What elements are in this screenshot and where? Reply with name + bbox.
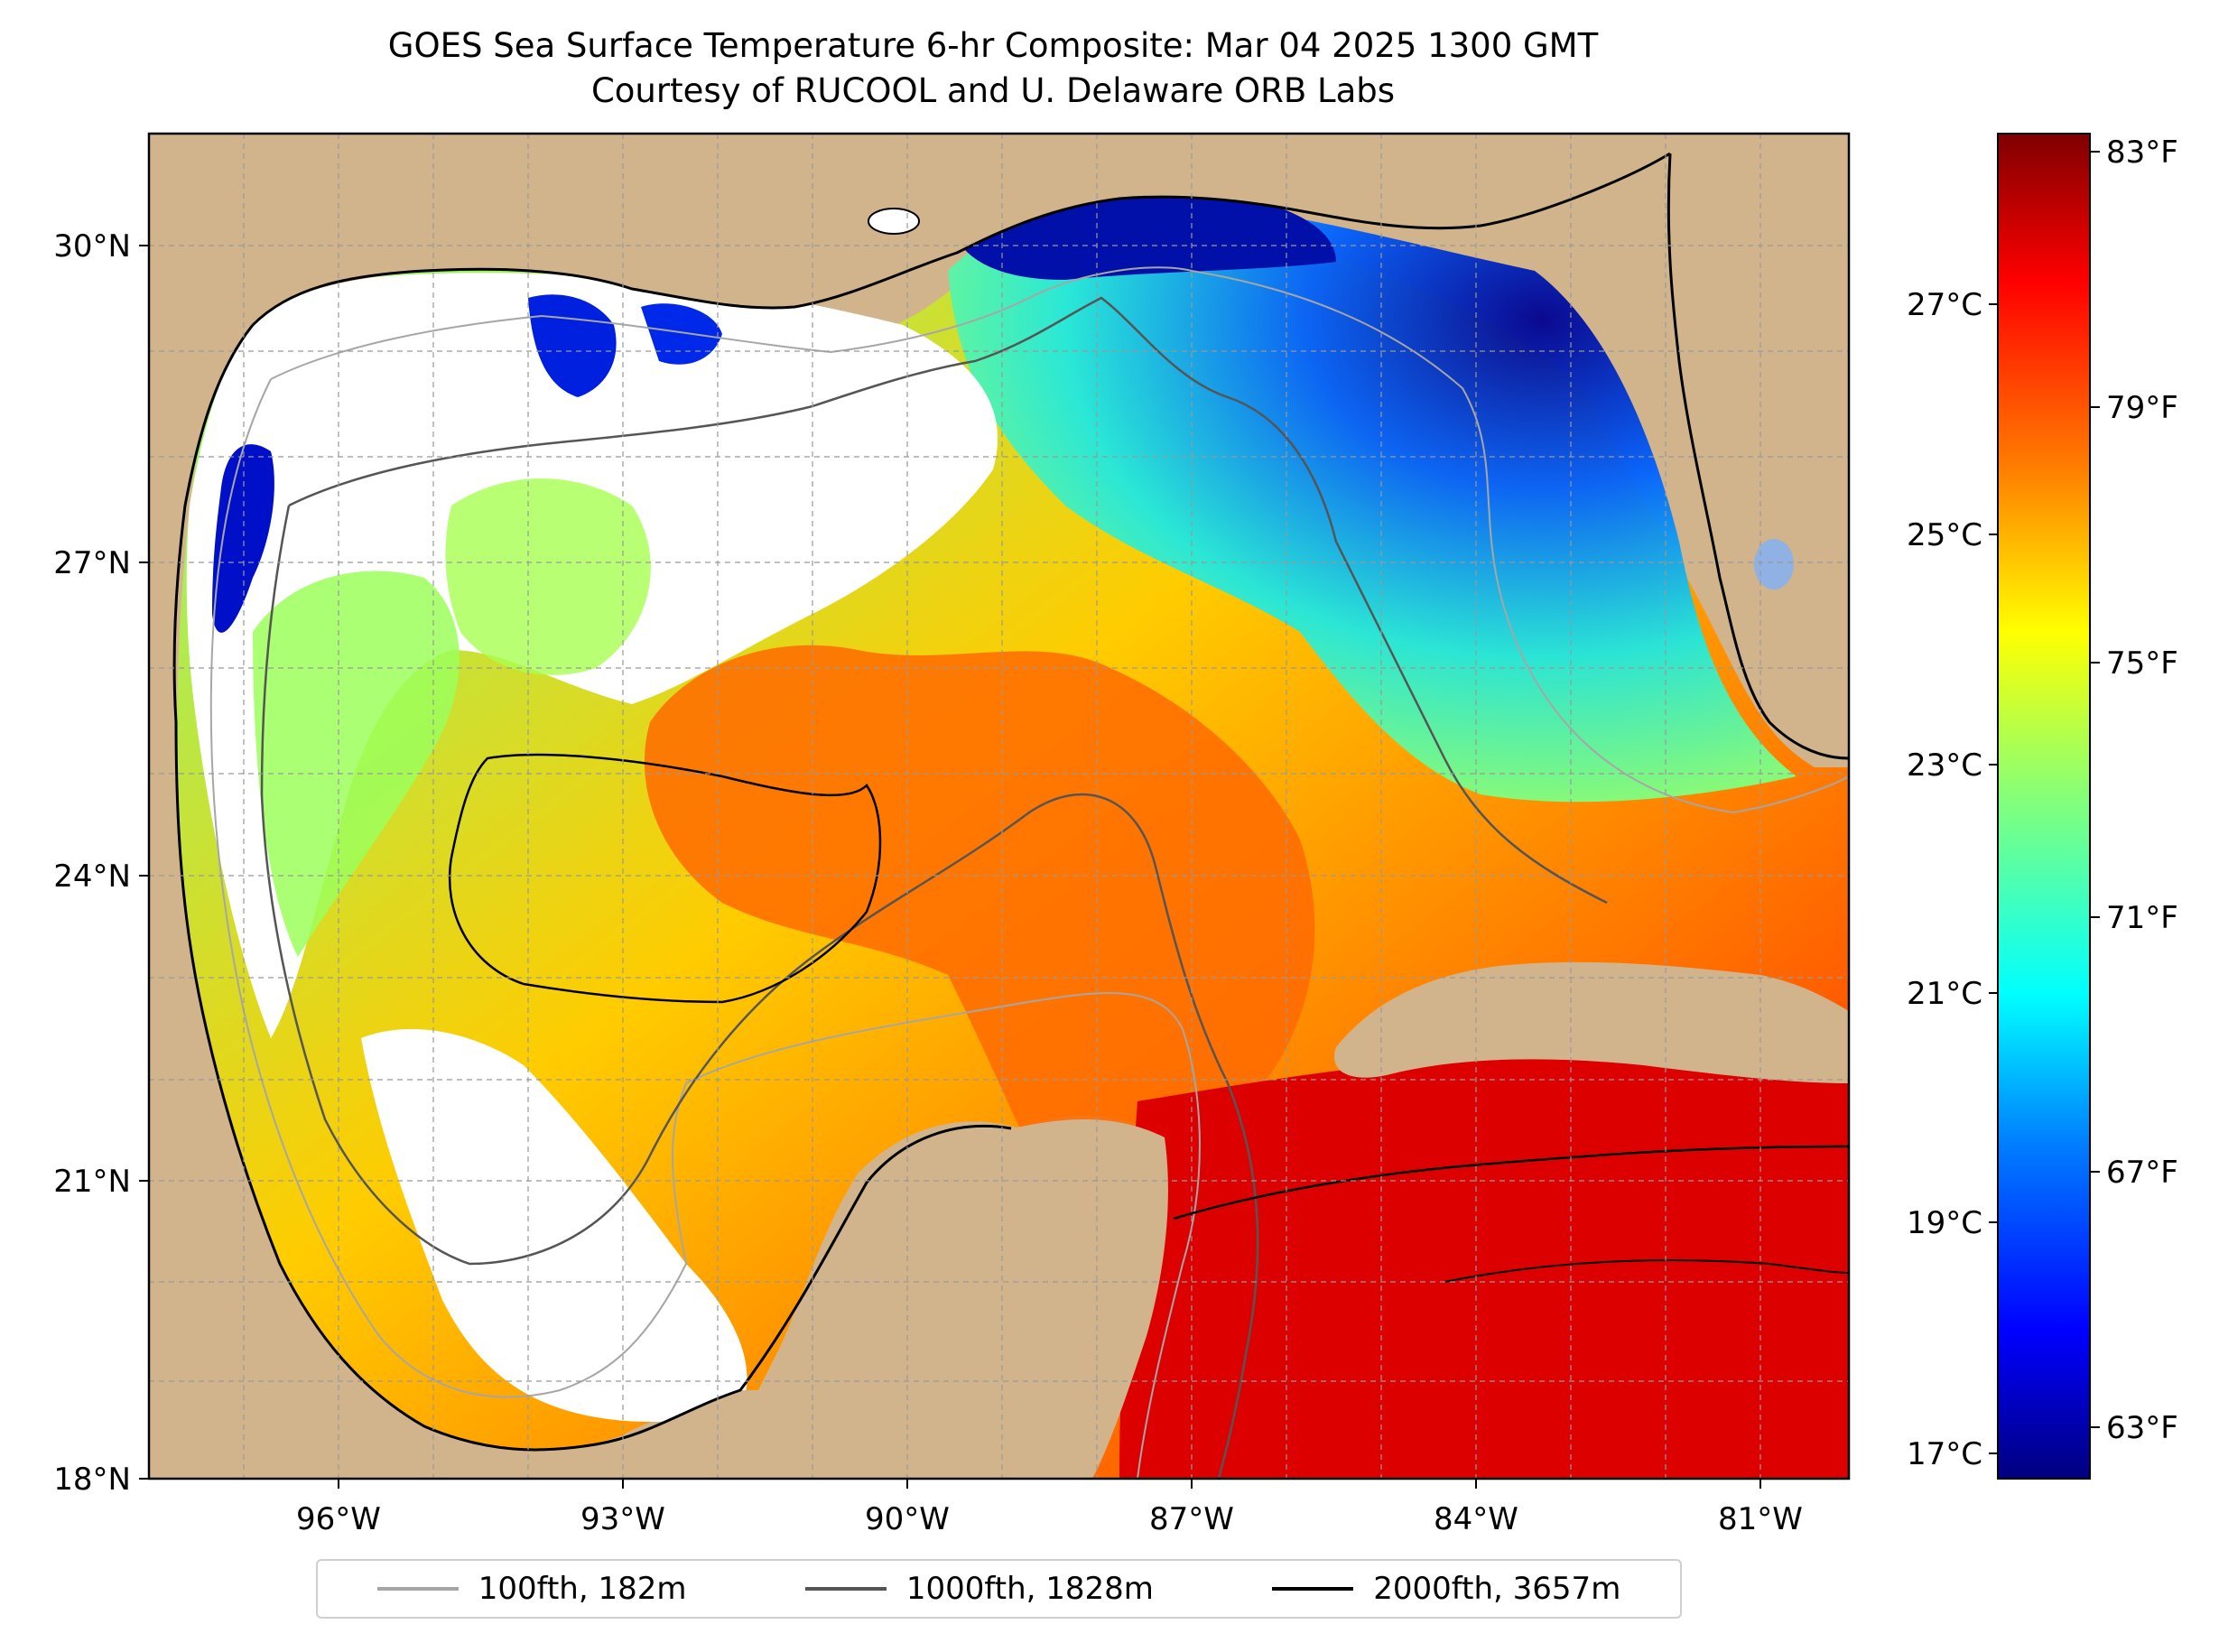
colorbar-label-75f: 75°F <box>2106 645 2178 682</box>
plot-frame <box>147 132 1851 1480</box>
legend-item-2000fth: 2000fth, 3657m <box>1272 1571 1620 1607</box>
lake-okeechobee <box>1754 539 1794 589</box>
colorbar-label-25c: 25°C <box>1907 517 1982 553</box>
legend-item-1000fth: 1000fth, 1828m <box>804 1571 1154 1607</box>
sst-cold-nw <box>212 444 274 633</box>
legend-label-1000fth: 1000fth, 1828m <box>905 1571 1154 1607</box>
land-mexico-west <box>149 722 758 1479</box>
legend-item-100fth: 100fth, 182m <box>376 1571 687 1607</box>
contour-2000fth <box>448 753 882 1004</box>
legend-swatch-2000fth <box>1272 1587 1354 1591</box>
contour-100fth-west <box>209 378 1201 1479</box>
lat-label-18: 18°N <box>53 1462 131 1498</box>
contour-1000fth-west <box>260 505 1259 1479</box>
lat-label-27: 27°N <box>53 545 131 581</box>
lon-label-90: 90°W <box>865 1501 950 1537</box>
lon-label-81: 81°W <box>1718 1501 1803 1537</box>
lat-label-30: 30°N <box>53 228 131 265</box>
lon-label-96: 96°W <box>296 1501 381 1537</box>
sst-cold-n <box>528 294 617 397</box>
sst-caribbean <box>1119 1041 1849 1479</box>
colorbar-label-83f: 83°F <box>2106 135 2178 171</box>
contour-2000fth-caribbean <box>1173 1145 1849 1220</box>
colorbar-fahrenheit-axis: 83°F 79°F 75°F 71°F 67°F 63°F <box>2090 135 2178 1446</box>
lat-label-21: 21°N <box>53 1164 131 1200</box>
sst-cold-n2 <box>641 303 722 365</box>
legend-swatch-1000fth <box>804 1587 887 1591</box>
colorbar-label-27c: 27°C <box>1907 287 1982 323</box>
contour-2000fth-caribbean-2 <box>1444 1259 1849 1283</box>
colorbar-label-19c: 19°C <box>1907 1205 1982 1241</box>
sst-green-patches <box>253 571 460 957</box>
coastline <box>251 152 1671 327</box>
map-subtitle: Courtesy of RUCOOL and U. Delaware ORB L… <box>590 71 1396 110</box>
colorbar-label-63f: 63°F <box>2106 1410 2178 1446</box>
contour-1000fth <box>288 296 1608 905</box>
map-title: GOES Sea Surface Temperature 6-hr Compos… <box>387 26 1599 65</box>
lon-axis: 96°W 93°W 90°W 87°W 84°W 81°W <box>296 1479 1803 1537</box>
lon-label-87: 87°W <box>1149 1501 1234 1537</box>
land-florida <box>1666 134 1849 758</box>
land-cuba <box>1334 961 1849 1083</box>
colorbar <box>1997 133 2091 1480</box>
lake-pontchartrain <box>868 208 920 235</box>
lon-label-93: 93°W <box>580 1501 665 1537</box>
legend-label-100fth: 100fth, 182m <box>478 1571 687 1607</box>
sst-cool-northeast <box>948 199 1797 803</box>
lat-label-24: 24°N <box>53 858 131 895</box>
legend-label-2000fth: 2000fth, 3657m <box>1373 1571 1621 1607</box>
coastline-florida <box>1667 153 1849 760</box>
sst-green-patches-2 <box>445 478 651 675</box>
lon-label-84: 84°W <box>1434 1501 1518 1537</box>
land-yucatan <box>758 1119 1168 1479</box>
colorbar-label-79f: 79°F <box>2106 390 2178 426</box>
map-plot-area <box>149 134 1849 1479</box>
colorbar-label-67f: 67°F <box>2106 1155 2178 1191</box>
gridlines <box>149 134 1849 1479</box>
lat-axis: 30°N 27°N 24°N 21°N 18°N <box>53 228 149 1498</box>
colorbar-label-21c: 21°C <box>1907 976 1982 1012</box>
colorbar-label-23c: 23°C <box>1907 747 1982 784</box>
colorbar-celsius-axis: 27°C 25°C 23°C 21°C 19°C 17°C <box>1907 287 1998 1472</box>
contour-legend: 100fth, 182m 1000fth, 1828m 2000fth, 365… <box>316 1559 1682 1619</box>
legend-swatch-100fth <box>376 1587 459 1591</box>
contour-100fth <box>270 266 1849 814</box>
colorbar-label-71f: 71°F <box>2106 900 2178 936</box>
colorbar-label-17c: 17°C <box>1907 1436 1982 1472</box>
coastline-west <box>172 324 1012 1452</box>
land-north-coast <box>149 134 1849 722</box>
